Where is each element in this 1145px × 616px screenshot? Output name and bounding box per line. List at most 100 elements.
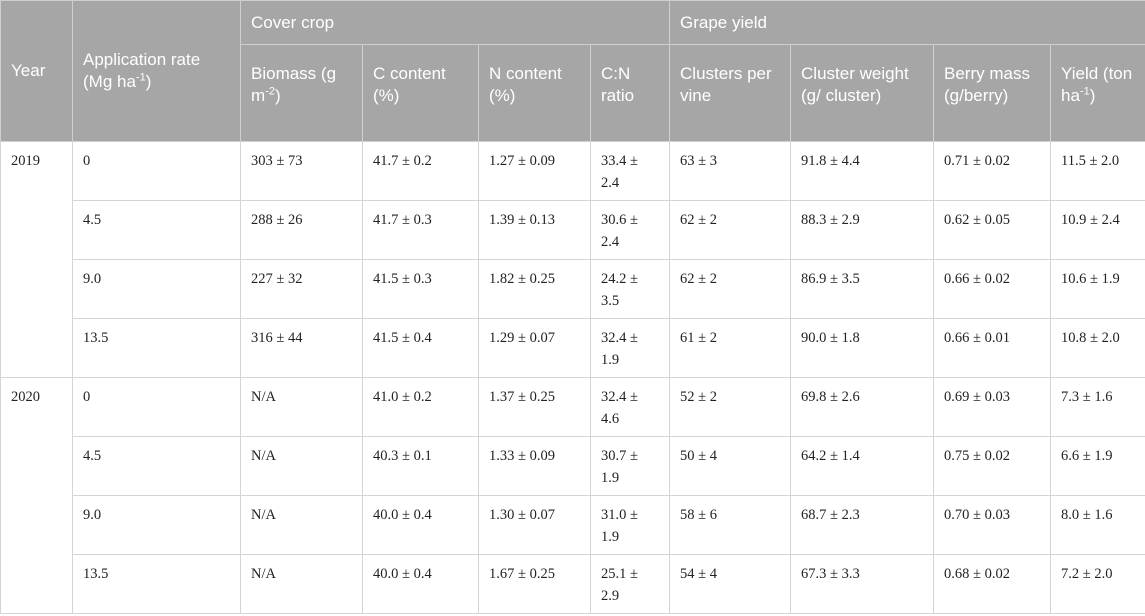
header-biomass-text: Biomass (g m xyxy=(251,64,337,105)
cell-cluster-weight: 64.2 ± 1.4 xyxy=(790,436,935,496)
cell-biomass: 227 ± 32 xyxy=(240,259,363,319)
cell-yield: 7.2 ± 2.0 xyxy=(1050,554,1145,614)
cell-n-content: 1.27 ± 0.09 xyxy=(478,141,591,201)
cell-clusters: 62 ± 2 xyxy=(669,200,792,260)
cell-berry-mass: 0.68 ± 0.02 xyxy=(933,554,1052,614)
table-row: 4.5 N/A 40.3 ± 0.1 1.33 ± 0.09 30.7 ± 1.… xyxy=(1,436,1145,496)
header-application-rate-end: ) xyxy=(145,72,152,91)
header-yield-text: Yield (ton ha xyxy=(1061,64,1133,105)
header-clusters-per-vine: Clusters per vine xyxy=(669,44,792,142)
cell-cluster-weight: 68.7 ± 2.3 xyxy=(790,495,935,555)
cell-rate: 9.0 xyxy=(72,259,241,319)
cell-n-content: 1.67 ± 0.25 xyxy=(478,554,591,614)
cell-cluster-weight: 67.3 ± 3.3 xyxy=(790,554,935,614)
cell-cn-ratio: 30.7 ± 1.9 xyxy=(589,436,671,496)
cell-berry-mass: 0.71 ± 0.02 xyxy=(933,141,1052,201)
table-row: 9.0 227 ± 32 41.5 ± 0.3 1.82 ± 0.25 24.2… xyxy=(1,259,1145,319)
header-biomass-sup: -2 xyxy=(265,85,275,98)
header-cn-ratio: C:N ratio xyxy=(589,44,671,142)
cell-c-content: 41.7 ± 0.3 xyxy=(362,200,479,260)
year-cell: 2020 xyxy=(0,377,73,614)
cell-berry-mass: 0.70 ± 0.03 xyxy=(933,495,1052,555)
cell-c-content: 40.0 ± 0.4 xyxy=(362,495,479,555)
cell-n-content: 1.30 ± 0.07 xyxy=(478,495,591,555)
cell-c-content: 40.3 ± 0.1 xyxy=(362,436,479,496)
cell-berry-mass: 0.75 ± 0.02 xyxy=(933,436,1052,496)
table-row: 13.5 316 ± 44 41.5 ± 0.4 1.29 ± 0.07 32.… xyxy=(1,318,1145,378)
cell-n-content: 1.33 ± 0.09 xyxy=(478,436,591,496)
cell-yield: 7.3 ± 1.6 xyxy=(1050,377,1145,437)
cell-cluster-weight: 88.3 ± 2.9 xyxy=(790,200,935,260)
header-application-rate: Application rate (Mg ha-1) xyxy=(72,0,241,142)
cell-berry-mass: 0.69 ± 0.03 xyxy=(933,377,1052,437)
table-row: 13.5 N/A 40.0 ± 0.4 1.67 ± 0.25 25.1 ± 2… xyxy=(1,554,1145,614)
cell-rate: 13.5 xyxy=(72,554,241,614)
header-year-text: Year xyxy=(11,61,46,80)
cell-biomass: N/A xyxy=(240,377,363,437)
cell-clusters: 52 ± 2 xyxy=(669,377,792,437)
header-grape-yield: Grape yield xyxy=(669,0,1145,45)
cell-n-content: 1.82 ± 0.25 xyxy=(478,259,591,319)
cell-biomass: 303 ± 73 xyxy=(240,141,363,201)
cell-yield: 10.6 ± 1.9 xyxy=(1050,259,1145,319)
cell-yield: 10.8 ± 2.0 xyxy=(1050,318,1145,378)
header-biomass: Biomass (g m-2) xyxy=(240,44,363,142)
table-header: Year Application rate (Mg ha-1) Cover cr… xyxy=(0,0,1145,142)
cell-n-content: 1.29 ± 0.07 xyxy=(478,318,591,378)
year-cell: 2019 xyxy=(0,141,73,378)
cell-cluster-weight: 90.0 ± 1.8 xyxy=(790,318,935,378)
header-biomass-end: ) xyxy=(274,86,281,105)
cell-cn-ratio: 24.2 ± 3.5 xyxy=(589,259,671,319)
header-cluster-weight: Cluster weight (g/ cluster) xyxy=(790,44,935,142)
cell-berry-mass: 0.66 ± 0.01 xyxy=(933,318,1052,378)
cell-cluster-weight: 69.8 ± 2.6 xyxy=(790,377,935,437)
header-n-content: N content (%) xyxy=(478,44,591,142)
cell-clusters: 58 ± 6 xyxy=(669,495,792,555)
cell-biomass: N/A xyxy=(240,495,363,555)
cell-yield: 6.6 ± 1.9 xyxy=(1050,436,1145,496)
cell-biomass: 288 ± 26 xyxy=(240,200,363,260)
cell-cn-ratio: 31.0 ± 1.9 xyxy=(589,495,671,555)
header-yield-sup: -1 xyxy=(1079,85,1090,98)
cell-c-content: 40.0 ± 0.4 xyxy=(362,554,479,614)
cell-cn-ratio: 32.4 ± 4.6 xyxy=(589,377,671,437)
header-yield: Yield (ton ha-1) xyxy=(1050,44,1145,142)
cell-rate: 0 xyxy=(72,141,241,201)
cell-biomass: N/A xyxy=(240,554,363,614)
cell-cluster-weight: 91.8 ± 4.4 xyxy=(790,141,935,201)
cell-biomass: 316 ± 44 xyxy=(240,318,363,378)
cell-clusters: 61 ± 2 xyxy=(669,318,792,378)
header-berry-mass: Berry mass (g/berry) xyxy=(933,44,1052,142)
header-c-content: C content (%) xyxy=(362,44,479,142)
cell-cn-ratio: 25.1 ± 2.9 xyxy=(589,554,671,614)
cell-rate: 4.5 xyxy=(72,436,241,496)
cell-rate: 4.5 xyxy=(72,200,241,260)
table-row: 2020 0 N/A 41.0 ± 0.2 1.37 ± 0.25 32.4 ±… xyxy=(0,377,1145,614)
cell-yield: 10.9 ± 2.4 xyxy=(1050,200,1145,260)
cell-biomass: N/A xyxy=(240,436,363,496)
cell-cn-ratio: 30.6 ± 2.4 xyxy=(589,200,671,260)
cell-cn-ratio: 33.4 ± 2.4 xyxy=(589,141,671,201)
cell-clusters: 62 ± 2 xyxy=(669,259,792,319)
table-row: 2019 0 303 ± 73 41.7 ± 0.2 1.27 ± 0.09 3… xyxy=(0,141,1145,378)
cell-clusters: 50 ± 4 xyxy=(669,436,792,496)
cell-berry-mass: 0.62 ± 0.05 xyxy=(933,200,1052,260)
cell-n-content: 1.37 ± 0.25 xyxy=(478,377,591,437)
cell-c-content: 41.5 ± 0.4 xyxy=(362,318,479,378)
header-yield-end: ) xyxy=(1089,86,1096,105)
header-application-rate-text: Application rate (Mg ha xyxy=(83,50,201,91)
table-row: 9.0 N/A 40.0 ± 0.4 1.30 ± 0.07 31.0 ± 1.… xyxy=(1,495,1145,555)
cell-n-content: 1.39 ± 0.13 xyxy=(478,200,591,260)
cell-cluster-weight: 86.9 ± 3.5 xyxy=(790,259,935,319)
cell-clusters: 63 ± 3 xyxy=(669,141,792,201)
header-application-rate-sup: -1 xyxy=(135,71,146,84)
cell-c-content: 41.0 ± 0.2 xyxy=(362,377,479,437)
table-row: 4.5 288 ± 26 41.7 ± 0.3 1.39 ± 0.13 30.6… xyxy=(1,200,1145,260)
header-year: Year xyxy=(0,0,73,142)
cell-clusters: 54 ± 4 xyxy=(669,554,792,614)
cell-yield: 11.5 ± 2.0 xyxy=(1050,141,1145,201)
cell-c-content: 41.7 ± 0.2 xyxy=(362,141,479,201)
table-body: 2019 0 303 ± 73 41.7 ± 0.2 1.27 ± 0.09 3… xyxy=(0,141,1145,614)
cell-rate: 13.5 xyxy=(72,318,241,378)
